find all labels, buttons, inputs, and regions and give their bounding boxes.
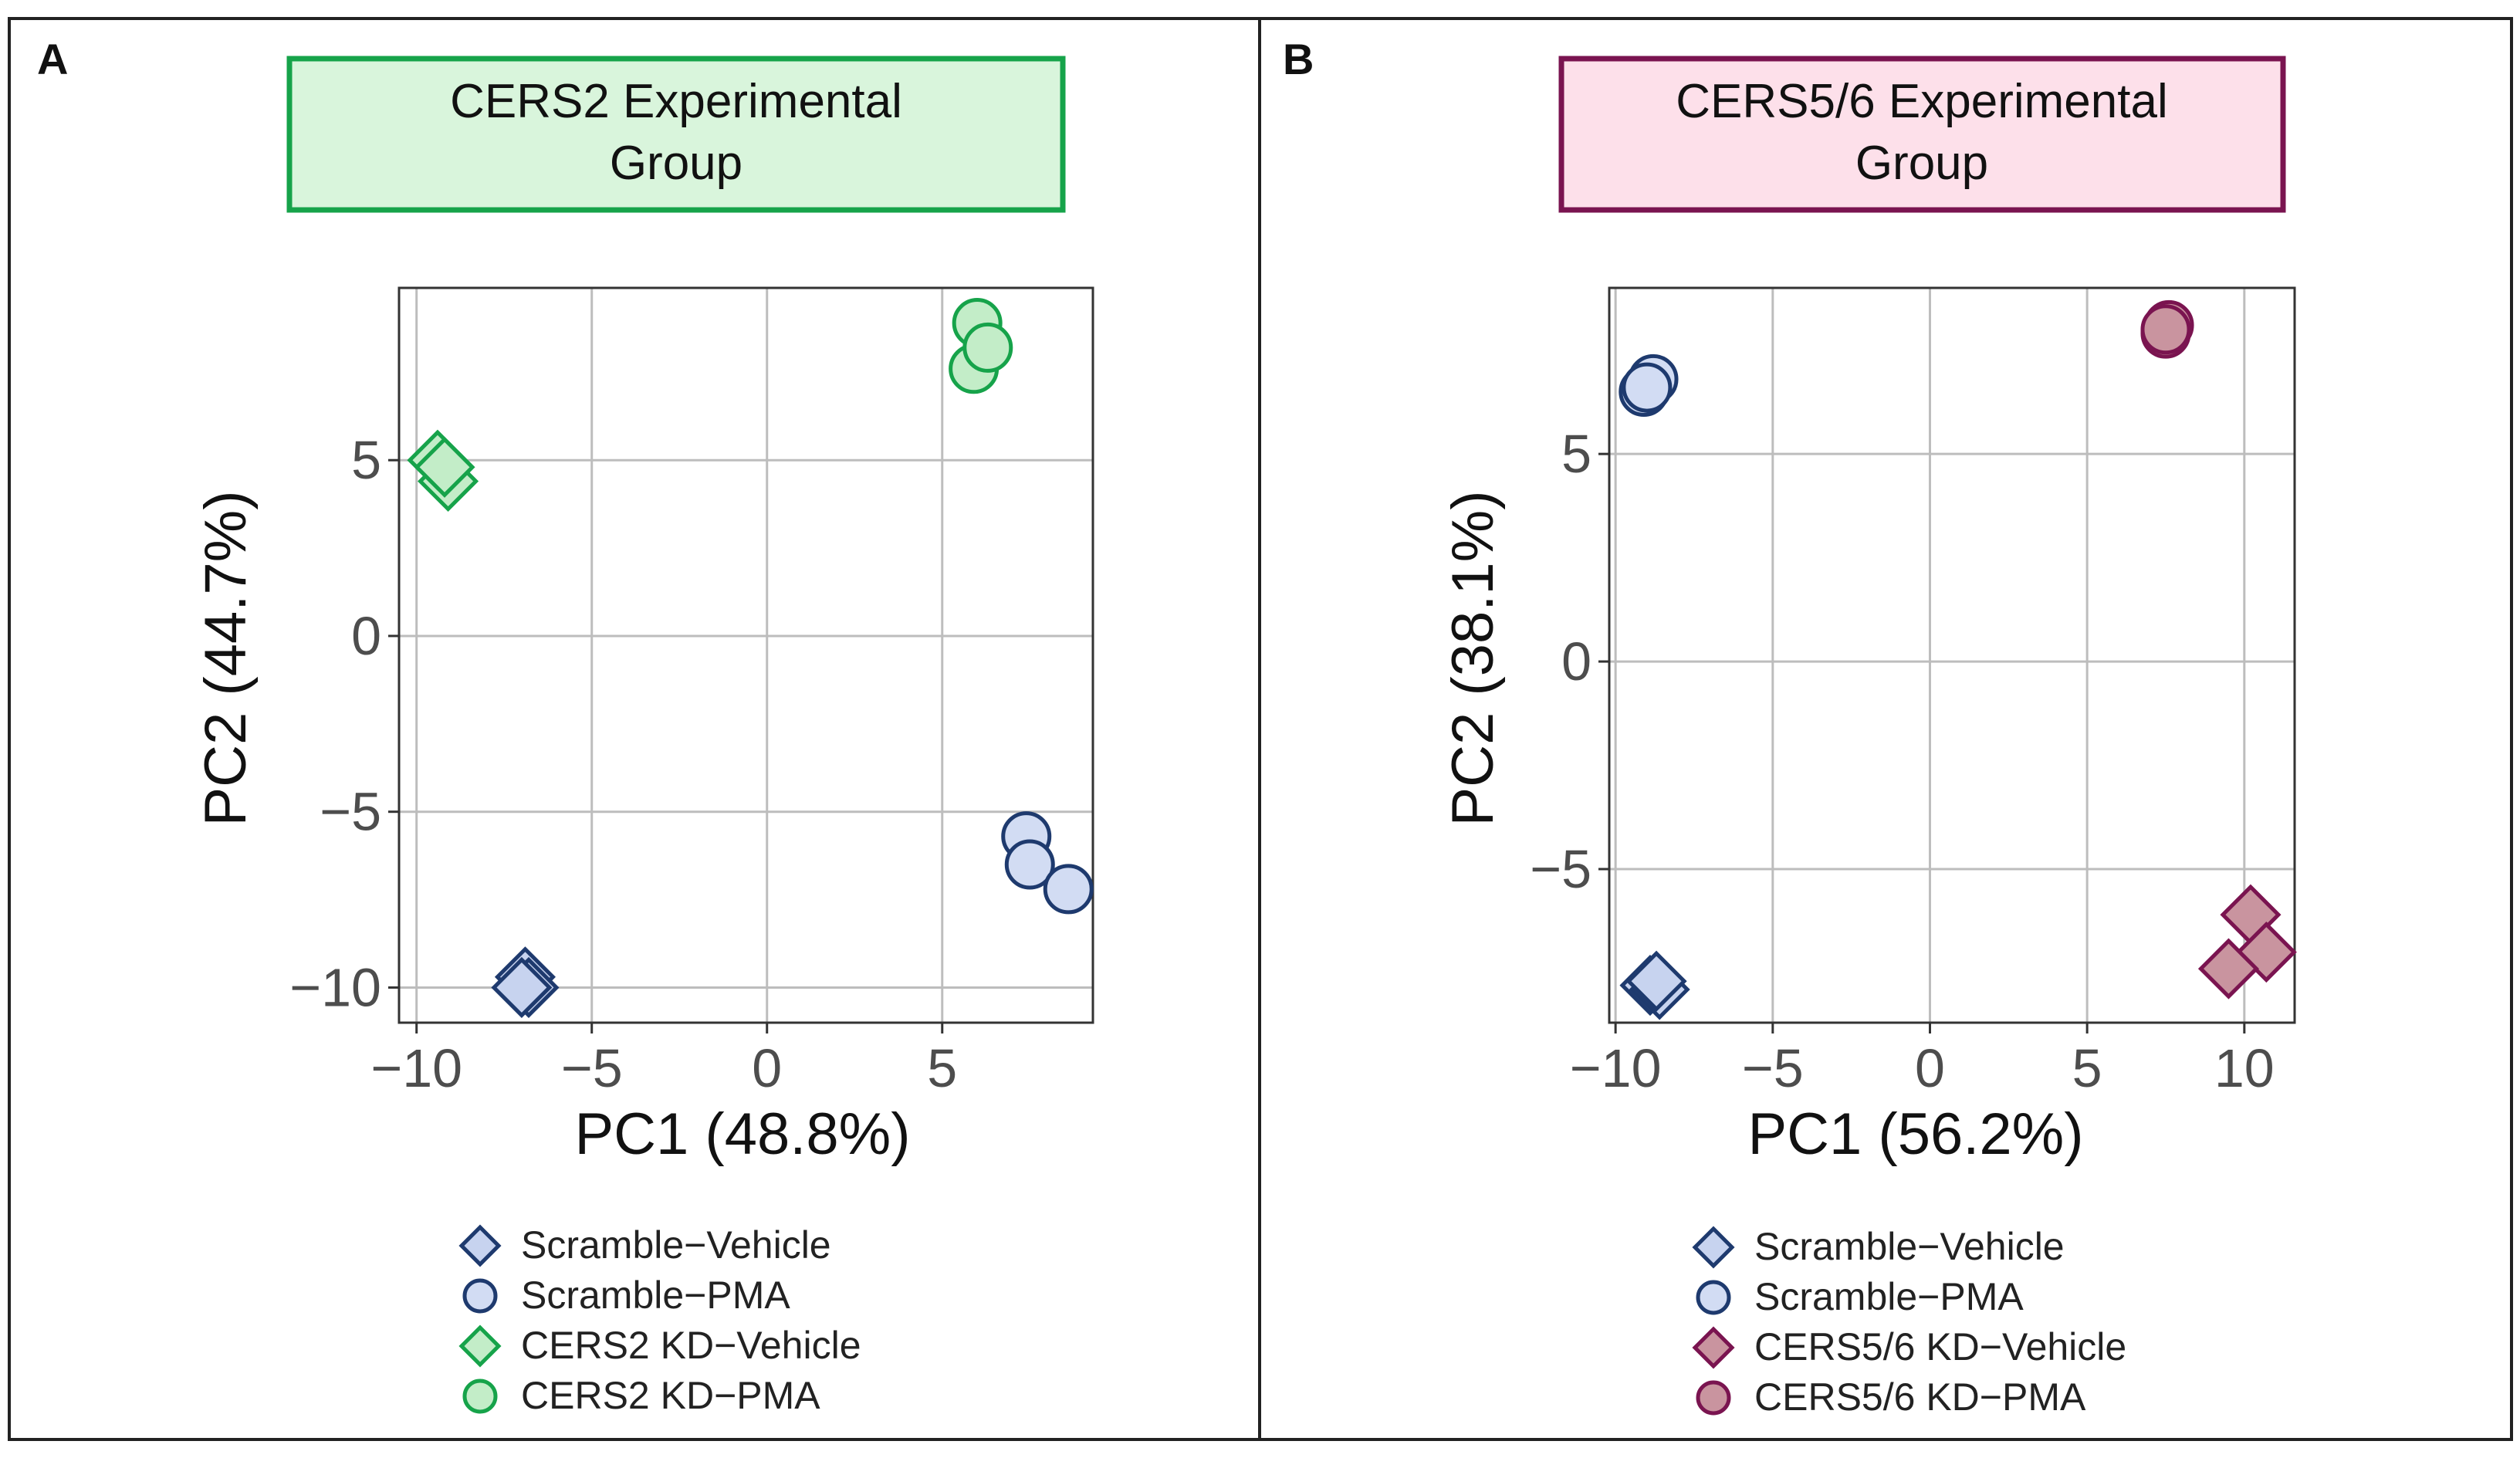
title-line-1: CERS5/6 Experimental (1676, 75, 2168, 128)
title-line-2: Group (610, 137, 742, 190)
data-point (962, 322, 1013, 373)
x-axis-label: PC1 (48.8%) (574, 1101, 910, 1167)
panel-a: A CERS2 Experimental Group −10 −5 0 5 −10 −5 0… (37, 35, 1094, 1417)
x-tick-label: 0 (1915, 1038, 1945, 1098)
legend-label: Scramble−PMA (521, 1274, 790, 1317)
legend-label: CERS5/6 KD−Vehicle (1754, 1325, 2126, 1368)
data-point (2197, 938, 2259, 1000)
y-tick-label: −5 (1530, 839, 1591, 899)
data-point (491, 956, 553, 1018)
plot-frame (397, 286, 1094, 1024)
panel-label: A (37, 35, 68, 83)
x-tick-label: 5 (927, 1038, 957, 1098)
legend-label: CERS2 KD−Vehicle (521, 1324, 861, 1367)
y-tick-label: 0 (351, 606, 381, 666)
title-line-1: CERS2 Experimental (450, 75, 902, 128)
data-point (414, 436, 475, 498)
legend-marker-icon (458, 1324, 502, 1368)
y-tick-label: −10 (289, 957, 381, 1017)
y-tick-label: 5 (351, 430, 381, 490)
y-axis-label: PC2 (38.1%) (1440, 490, 1506, 826)
x-tick-label: −5 (1742, 1038, 1804, 1098)
legend-label: Scramble−PMA (1754, 1275, 2024, 1318)
legend-marker-icon (462, 1379, 498, 1414)
data-point (1622, 362, 1673, 413)
y-tick-label: −5 (320, 782, 381, 842)
y-tick-label: 5 (1561, 424, 1591, 484)
legend-marker-icon (1692, 1226, 1735, 1269)
panel-label: B (1283, 35, 1314, 83)
legend-marker-icon (1692, 1326, 1735, 1369)
legend: Scramble−Vehicle Scramble−PMA CERS5/6 KD−V… (1692, 1225, 2126, 1419)
data-point (1625, 950, 1687, 1012)
x-tick-label: −10 (370, 1038, 462, 1098)
y-axis-label: PC2 (44.7%) (193, 490, 259, 826)
data-point (2140, 304, 2191, 355)
title-box (286, 56, 1066, 213)
title-line-2: Group (1855, 137, 1988, 190)
legend-marker-icon (462, 1278, 498, 1314)
x-tick-label: 5 (2072, 1038, 2102, 1098)
legend-marker-icon (1696, 1380, 1731, 1416)
legend: Scramble−Vehicle Scramble−PMA CERS2 KD−Veh… (458, 1223, 861, 1417)
title-box (1558, 56, 2286, 213)
legend-label: CERS5/6 KD−PMA (1754, 1375, 2086, 1419)
legend-label: Scramble−Vehicle (1754, 1225, 2065, 1268)
plot-area: −10 −5 0 5 −10 −5 0 5 (289, 286, 1094, 1098)
x-tick-label: 10 (2214, 1038, 2275, 1098)
plot-frame (1608, 286, 2296, 1024)
x-tick-label: −10 (1570, 1038, 1662, 1098)
legend-marker-icon (1696, 1280, 1731, 1315)
legend-label: Scramble−Vehicle (521, 1223, 831, 1267)
y-tick-label: 0 (1561, 631, 1591, 692)
legend-marker-icon (458, 1224, 502, 1267)
data-point (1004, 839, 1055, 890)
x-tick-label: 0 (752, 1038, 782, 1098)
legend-label: CERS2 KD−PMA (521, 1374, 820, 1417)
x-tick-label: −5 (561, 1038, 623, 1098)
data-point (1043, 864, 1094, 915)
panel-b: B CERS5/6 Experimental Group −10 −5 0 5 10 −5… (1283, 35, 2297, 1419)
plot-area: −10 −5 0 5 10 −5 0 5 (1530, 286, 2297, 1098)
x-axis-label: PC1 (56.2%) (1747, 1101, 2083, 1167)
